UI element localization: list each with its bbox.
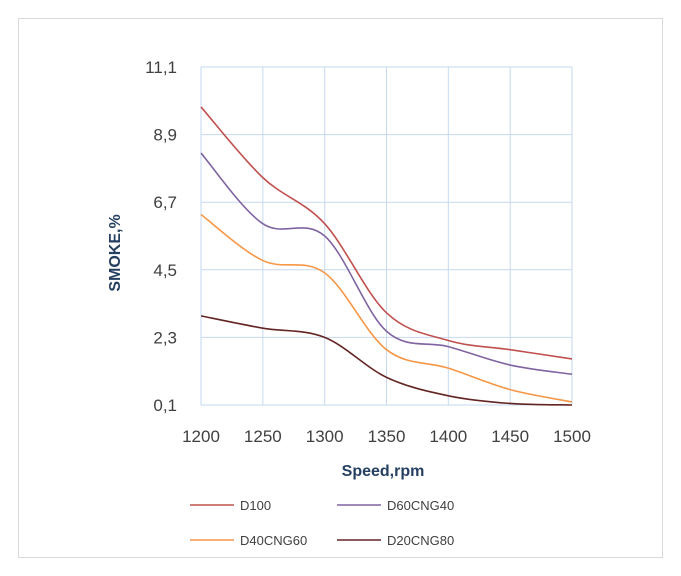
y-axis-title: SMOKE,% (107, 214, 124, 291)
legend-label: D40CNG60 (240, 533, 307, 548)
x-tick-label: 1450 (491, 427, 529, 446)
x-tick-label: 1350 (368, 427, 406, 446)
grid-lines (200, 66, 573, 406)
x-tick-label: 1500 (553, 427, 591, 446)
series-line-d40cng60 (200, 213, 573, 403)
y-tick-label: 6,7 (153, 193, 177, 212)
y-tick-label: 4,5 (153, 261, 177, 280)
legend-label: D60CNG40 (387, 498, 454, 513)
x-tick-label: 1400 (429, 427, 467, 446)
y-tick-label: 11,1 (145, 58, 177, 77)
x-axis-ticks: 1200 1250 1300 1350 1400 1450 1500 (182, 427, 591, 446)
x-tick-label: 1250 (244, 427, 282, 446)
y-tick-label: 0,1 (153, 396, 177, 415)
series-line-d20cng80 (200, 315, 573, 406)
x-tick-label: 1300 (306, 427, 344, 446)
legend-label: D100 (240, 498, 271, 513)
series-line-d100 (200, 106, 573, 360)
series-lines (200, 106, 573, 406)
legend: D100 D60CNG40 D40CNG60 D20CNG80 (190, 498, 454, 548)
legend-label: D20CNG80 (387, 533, 454, 548)
y-axis-ticks: 0,1 2,3 4,5 6,7 8,9 11,1 (145, 58, 177, 415)
y-tick-label: 2,3 (153, 328, 177, 347)
x-tick-label: 1200 (182, 427, 220, 446)
x-axis-title: Speed,rpm (342, 463, 425, 480)
legend-item-d60cng40: D60CNG40 (337, 498, 454, 513)
legend-item-d20cng80: D20CNG80 (337, 533, 454, 548)
chart-frame (18, 18, 663, 558)
legend-item-d40cng60: D40CNG60 (190, 533, 307, 548)
legend-item-d100: D100 (190, 498, 271, 513)
series-line-d60cng40 (200, 152, 573, 376)
y-tick-label: 8,9 (153, 126, 177, 145)
